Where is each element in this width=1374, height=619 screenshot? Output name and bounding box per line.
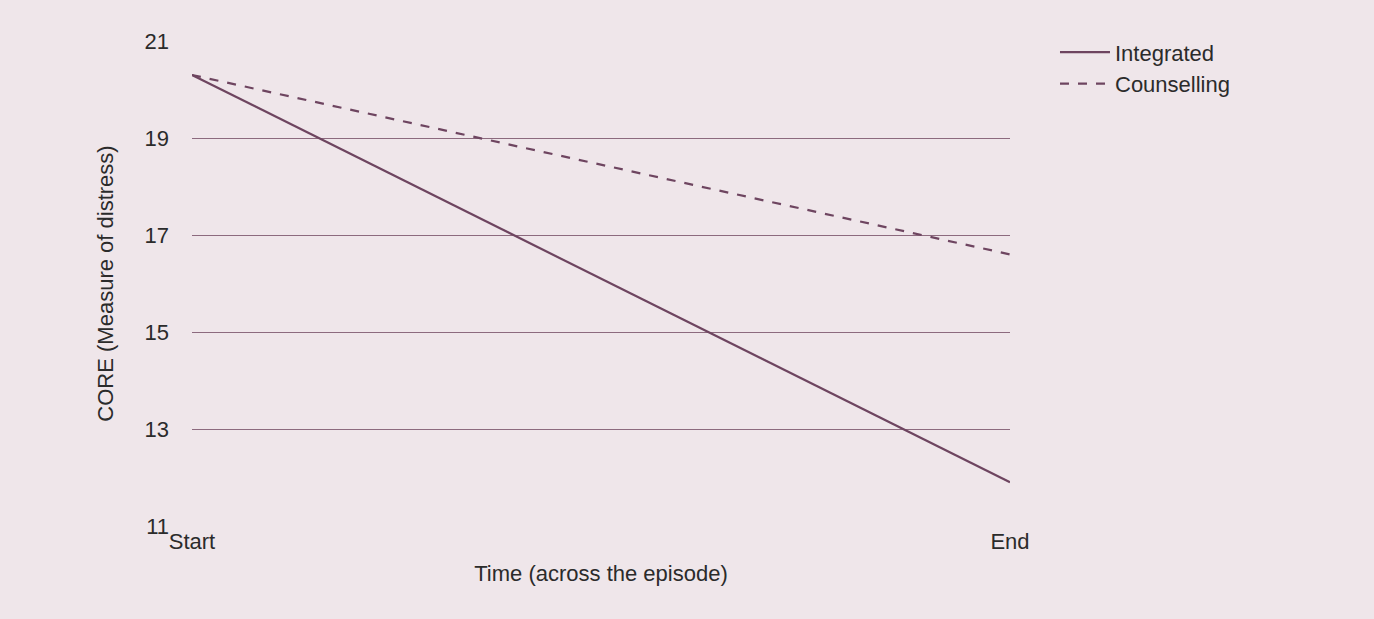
svg-text:13: 13 xyxy=(145,417,169,442)
svg-text:19: 19 xyxy=(145,126,169,151)
svg-text:11: 11 xyxy=(146,514,169,539)
svg-text:CORE (Measure of distress): CORE (Measure of distress) xyxy=(93,145,118,421)
svg-text:Counselling: Counselling xyxy=(1115,72,1230,97)
svg-text:15: 15 xyxy=(145,320,169,345)
svg-text:Time (across the episode): Time (across the episode) xyxy=(474,561,728,586)
svg-text:Integrated: Integrated xyxy=(1115,41,1214,66)
svg-text:21: 21 xyxy=(145,29,169,54)
svg-text:End: End xyxy=(990,529,1029,554)
svg-text:17: 17 xyxy=(145,223,169,248)
svg-text:Start: Start xyxy=(169,529,215,554)
